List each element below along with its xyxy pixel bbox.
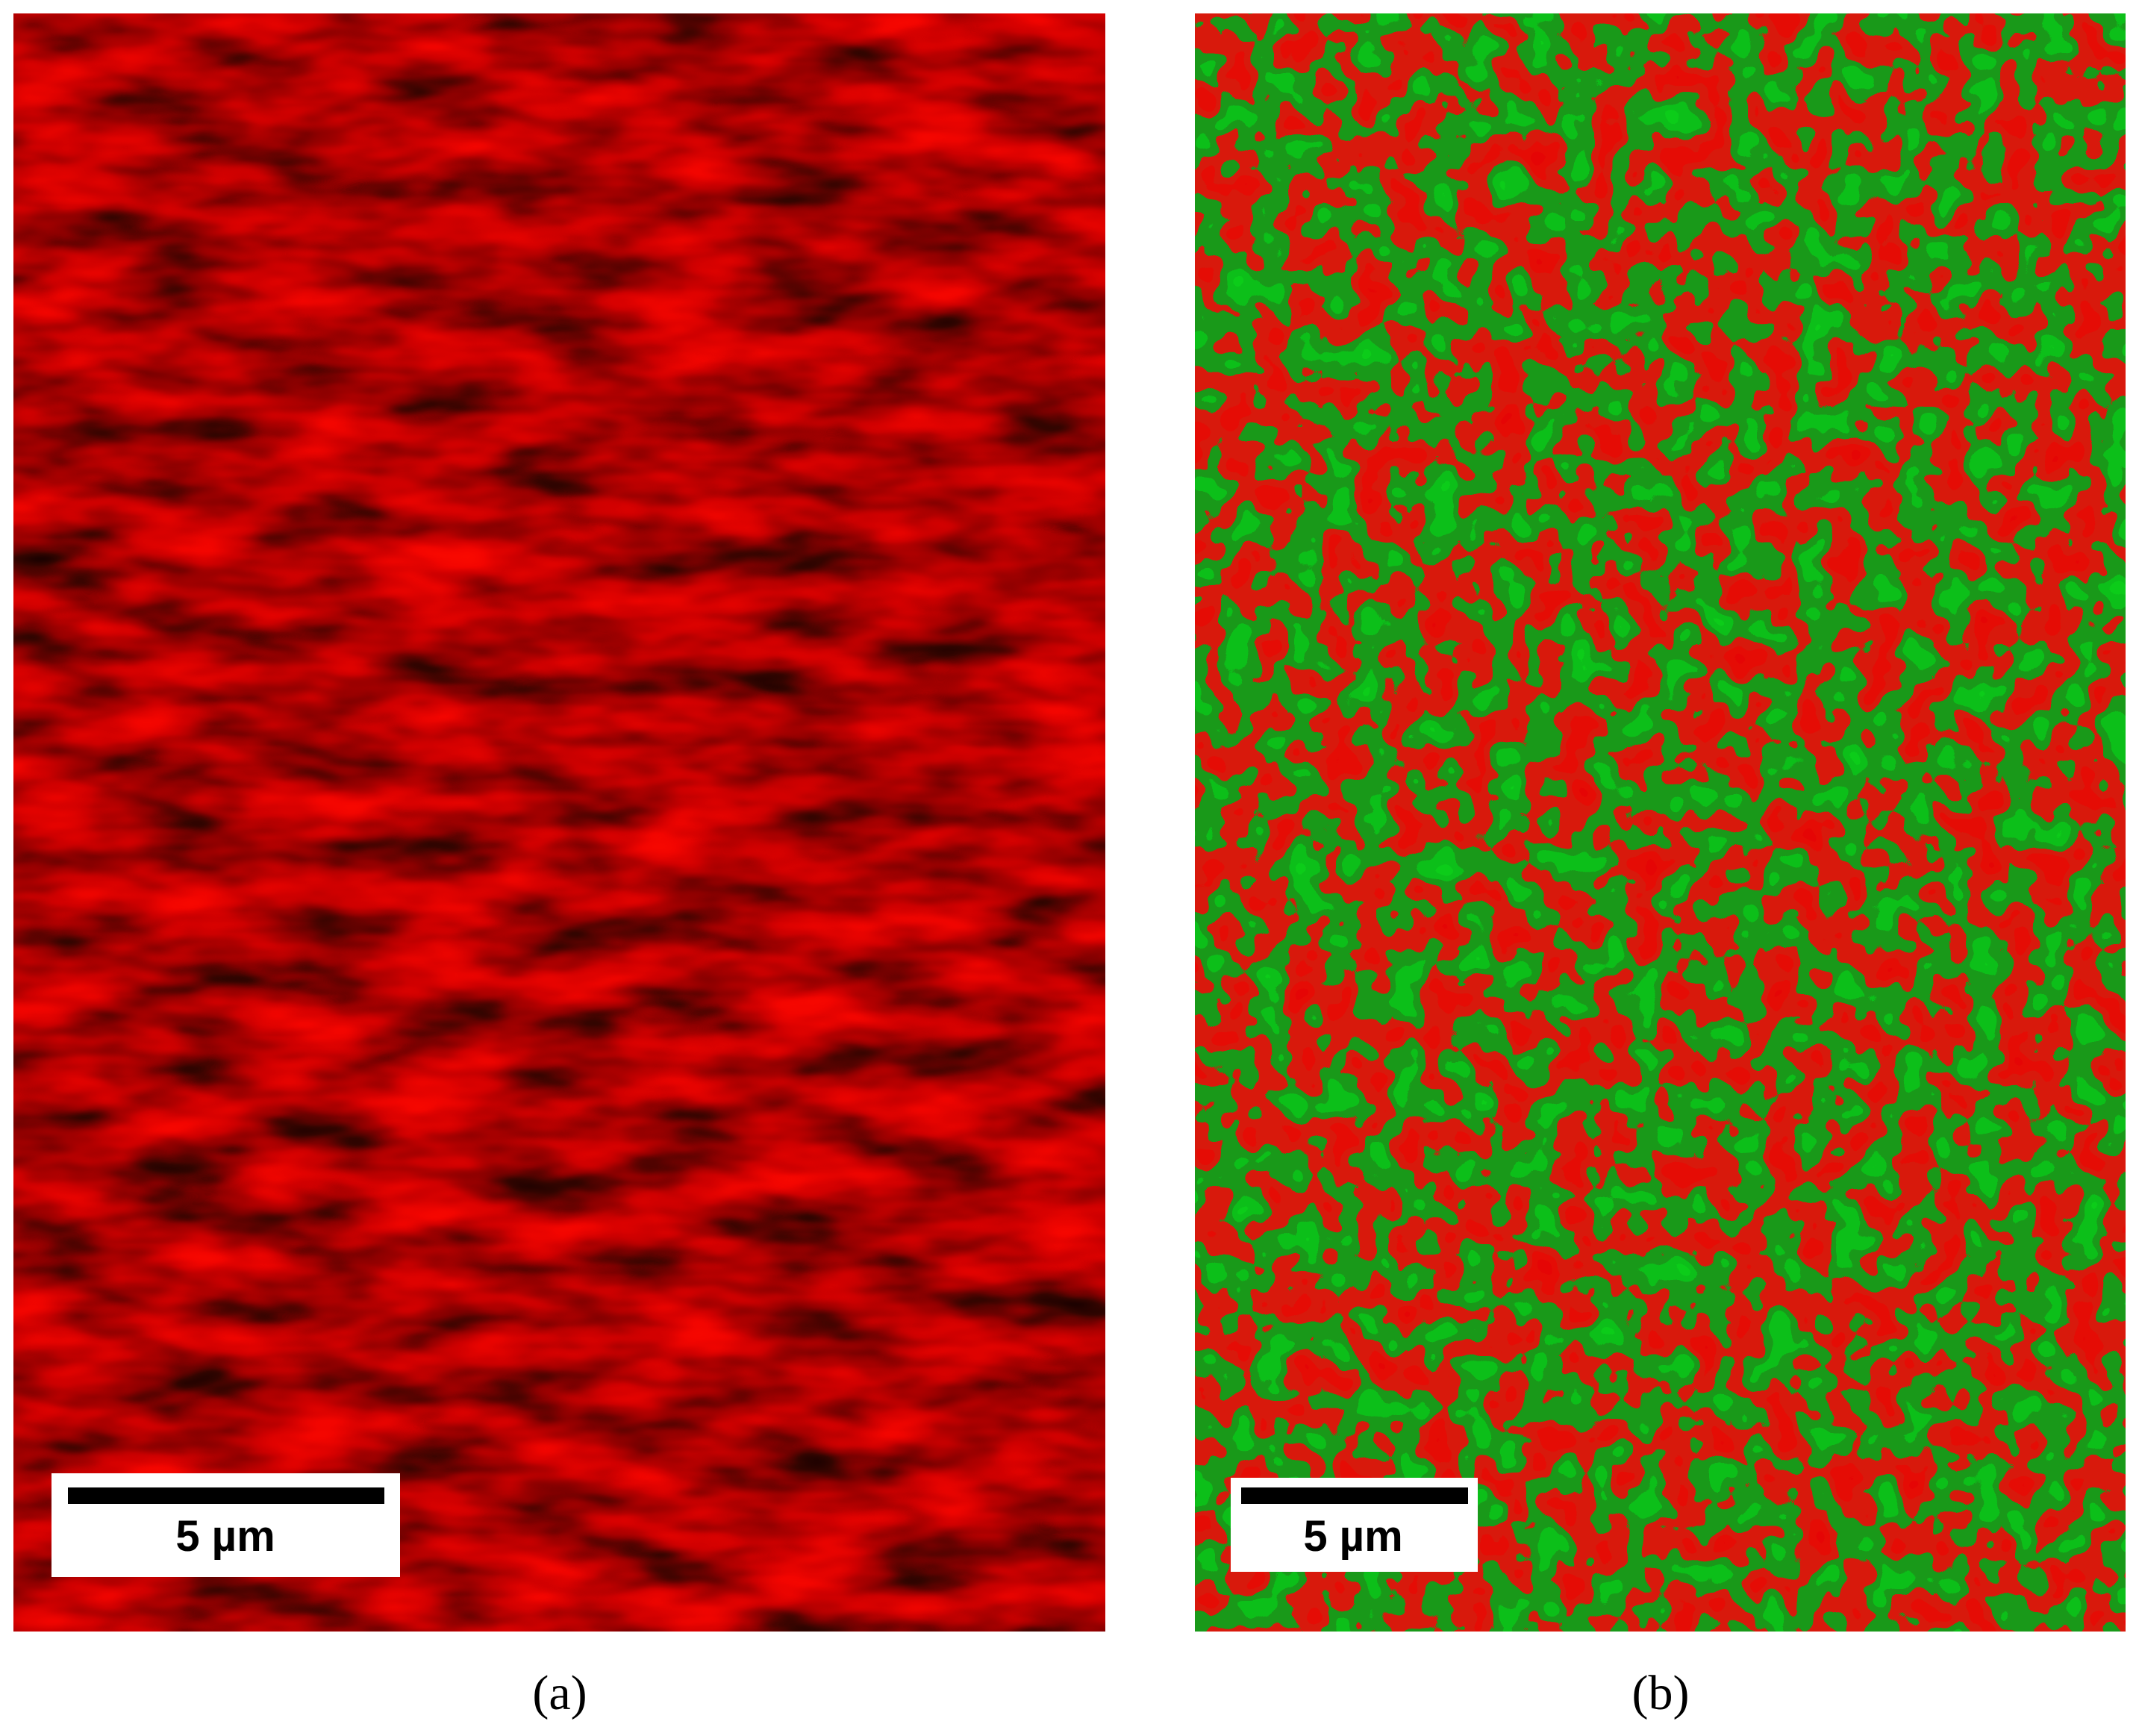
panel-label: (b) — [1632, 1666, 1690, 1720]
scale-bar-text: 5 µm — [1303, 1512, 1402, 1561]
micrograph-b — [1195, 13, 2126, 1632]
scale-bar-a: 5 µm — [51, 1473, 400, 1577]
panel-label: (a) — [532, 1666, 587, 1720]
scale-bar-line — [1241, 1487, 1468, 1504]
scale-bar-line — [68, 1487, 384, 1504]
scale-bar-b: 5 µm — [1231, 1478, 1478, 1572]
scale-bar-text: 5 µm — [175, 1512, 275, 1561]
micrograph-a — [13, 13, 1105, 1632]
